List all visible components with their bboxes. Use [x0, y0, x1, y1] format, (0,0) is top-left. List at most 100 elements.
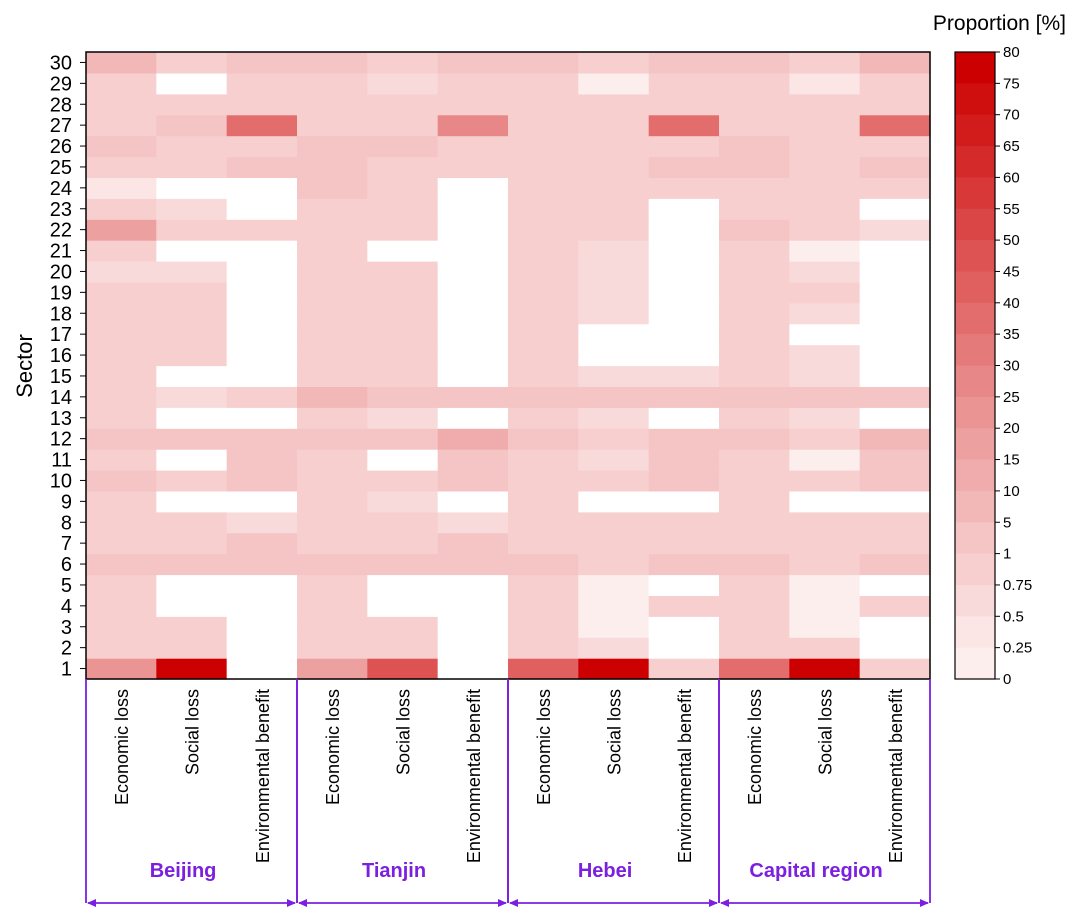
heatmap-cell-s25-c6 — [437, 156, 509, 178]
heatmap-cell-s11-c2 — [156, 449, 228, 471]
heatmap-cell-s1-c8 — [578, 658, 650, 680]
heatmap-cell-s5-c7 — [508, 574, 579, 596]
heatmap-cell-s13-c7 — [508, 407, 579, 429]
heatmap-cell-s29-c4 — [297, 72, 368, 95]
heatmap-cell-s7-c5 — [367, 532, 439, 555]
heatmap-cell-s12-c11 — [789, 428, 861, 450]
heatmap-cell-s18-c2 — [156, 302, 228, 325]
heatmap-cell-s21-c10 — [719, 240, 790, 262]
heatmap-cell-s11-c11 — [789, 449, 861, 471]
y-tick-label-16: 16 — [50, 345, 72, 367]
colorbar-band — [955, 428, 995, 461]
heatmap-cell-s16-c2 — [156, 344, 228, 367]
heatmap-cell-s22-c1 — [86, 219, 157, 241]
heatmap-cell-s9-c11 — [789, 490, 861, 513]
heatmap-cell-s24-c7 — [508, 177, 579, 199]
heatmap-cell-s18-c3 — [226, 302, 298, 325]
heatmap-cell-s27-c8 — [578, 114, 650, 137]
x-tick-label-5: Social loss — [394, 689, 414, 775]
x-tick-labels: Economic loss Social loss Environmental be… — [112, 689, 906, 863]
heatmap-cell-s18-c6 — [437, 302, 509, 325]
heatmap-cell-s7-c9 — [648, 532, 720, 555]
heatmap-cell-s1-c10 — [719, 658, 790, 680]
heatmap-cell-s21-c11 — [789, 240, 861, 262]
heatmap-cell-s28-c11 — [789, 93, 861, 116]
heatmap-cell-s16-c11 — [789, 344, 861, 367]
heatmap-cell-s20-c9 — [648, 261, 720, 283]
y-tick-label-7: 7 — [61, 533, 72, 555]
colorbar-tick-label: 10 — [1003, 483, 1020, 500]
heatmap-cell-s28-c5 — [367, 93, 439, 116]
heatmap-cell-s8-c4 — [297, 511, 368, 534]
heatmap-cell-s19-c12 — [859, 281, 931, 304]
heatmap-cell-s16-c6 — [437, 344, 509, 367]
heatmap-cell-s26-c7 — [508, 135, 579, 158]
heatmap-cell-s3-c2 — [156, 616, 228, 638]
region-arrowhead-right — [287, 899, 296, 907]
heatmap-cell-s23-c9 — [648, 198, 720, 220]
heatmap-cell-s11-c4 — [297, 449, 368, 471]
y-tick-label-29: 29 — [50, 73, 72, 95]
heatmap-cell-s5-c12 — [859, 574, 931, 596]
heatmap-cell-s29-c3 — [226, 72, 298, 95]
heatmap-cell-s18-c11 — [789, 302, 861, 325]
heatmap-cell-s12-c3 — [226, 428, 298, 450]
heatmap-cell-s26-c2 — [156, 135, 228, 158]
heatmap-cell-s16-c3 — [226, 344, 298, 367]
y-tick-labels: 1234567891011121314151617181920212223242… — [50, 52, 86, 681]
heatmap-cell-s10-c6 — [437, 470, 509, 492]
y-tick-label-28: 28 — [50, 94, 72, 116]
region-arrowhead-left — [509, 899, 518, 907]
heatmap-cell-s8-c1 — [86, 511, 157, 534]
heatmap-cell-s10-c7 — [508, 470, 579, 492]
heatmap-cell-s5-c3 — [226, 574, 298, 596]
heatmap-cell-s6-c2 — [156, 553, 228, 576]
heatmap-cell-s27-c4 — [297, 114, 368, 137]
heatmap-cell-s22-c9 — [648, 219, 720, 241]
heatmap-cell-s24-c4 — [297, 177, 368, 199]
heatmap-cell-s19-c11 — [789, 281, 861, 304]
heatmap-cell-s15-c7 — [508, 365, 579, 387]
heatmap-cell-s30-c8 — [578, 52, 650, 74]
colorbar-tick-label: 40 — [1003, 295, 1020, 312]
heatmap-cell-s6-c3 — [226, 553, 298, 576]
heatmap-cell-s24-c12 — [859, 177, 931, 199]
heatmap-cell-s25-c11 — [789, 156, 861, 178]
heatmap-cell-s9-c5 — [367, 490, 439, 513]
heatmap-cell-s12-c5 — [367, 428, 439, 450]
heatmap-cell-s7-c11 — [789, 532, 861, 555]
heatmap-cell-s18-c8 — [578, 302, 650, 325]
heatmap-cell-s7-c6 — [437, 532, 509, 555]
heatmap-cell-s6-c6 — [437, 553, 509, 576]
heatmap-cell-s29-c8 — [578, 72, 650, 95]
heatmap-cell-s9-c1 — [86, 490, 157, 513]
heatmap-cell-s23-c7 — [508, 198, 579, 220]
colorbar-band — [955, 208, 995, 241]
heatmap-cell-s28-c1 — [86, 93, 157, 116]
heatmap-cell-s24-c10 — [719, 177, 790, 199]
heatmap-cell-s29-c7 — [508, 72, 579, 95]
heatmap-cell-s23-c10 — [719, 198, 790, 220]
heatmap-cell-s1-c4 — [297, 658, 368, 680]
heatmap-cell-s16-c1 — [86, 344, 157, 367]
region-arrowhead-left — [87, 899, 96, 907]
heatmap-cell-s12-c9 — [648, 428, 720, 450]
heatmap-cell-s10-c3 — [226, 470, 298, 492]
heatmap-cell-s19-c3 — [226, 281, 298, 304]
heatmap-cell-s25-c8 — [578, 156, 650, 178]
heatmap-cell-s17-c3 — [226, 323, 298, 346]
colorbar-tick-label: 0.5 — [1003, 608, 1024, 625]
heatmap-cell-s14-c4 — [297, 386, 368, 408]
heatmap-cell-s11-c1 — [86, 449, 157, 471]
heatmap-cell-s30-c6 — [437, 52, 509, 74]
heatmap-cell-s30-c7 — [508, 52, 579, 74]
heatmap-cell-s10-c5 — [367, 470, 439, 492]
heatmap-cell-s21-c8 — [578, 240, 650, 262]
heatmap-cell-s3-c4 — [297, 616, 368, 638]
heatmap-cell-s20-c10 — [719, 261, 790, 283]
colorbar-tick-label: 80 — [1003, 44, 1020, 61]
heatmap-cell-s26-c3 — [226, 135, 298, 158]
heatmap-cell-s18-c12 — [859, 302, 931, 325]
colorbar-tick-label: 0 — [1003, 671, 1011, 688]
heatmap-cell-s7-c2 — [156, 532, 228, 555]
